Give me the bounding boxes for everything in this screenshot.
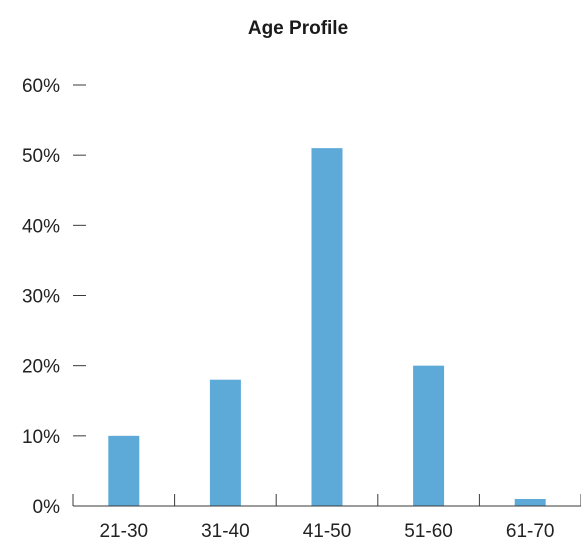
x-tick-label: 51-60 [404, 521, 453, 540]
y-tick-label: 10% [22, 427, 60, 448]
x-tick-label: 31-40 [201, 521, 250, 540]
bar-41-50 [311, 148, 343, 506]
y-tick-label: 60% [22, 76, 60, 97]
bars-group [108, 148, 546, 506]
x-tick-label: 41-50 [303, 521, 352, 540]
y-tick-label: 30% [22, 287, 60, 308]
bar-21-30 [108, 435, 140, 506]
x-tick-label: 61-70 [506, 521, 555, 540]
bar-61-70 [514, 498, 546, 506]
y-tick-label: 20% [22, 357, 60, 378]
y-tick-label: 0% [33, 497, 61, 518]
x-axis: 21-30 31-40 41-50 51-60 61-70 [72, 494, 581, 540]
y-axis: 0% 10% 20% 30% 40% 50% 60% [22, 76, 86, 518]
bar-51-60 [413, 365, 445, 506]
y-tick-label: 40% [22, 216, 60, 237]
chart-title: Age Profile [248, 18, 348, 39]
x-tick-label: 21-30 [99, 521, 148, 540]
bar-31-40 [209, 379, 241, 506]
y-tick-label: 50% [22, 146, 60, 167]
